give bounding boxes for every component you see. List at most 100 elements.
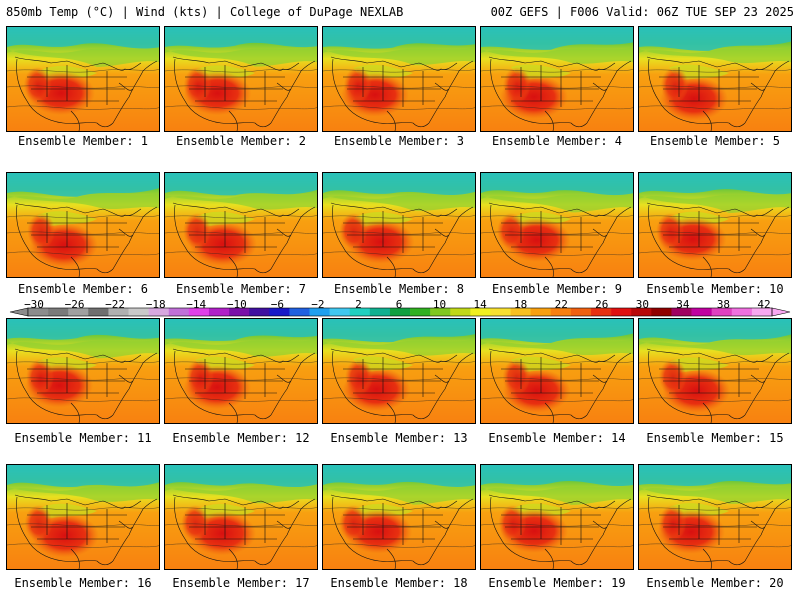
colorbar-tick-label: −14 [186, 298, 207, 311]
map-panel-member-8 [322, 172, 476, 278]
ensemble-member-caption: Ensemble Member: 6 [17, 282, 149, 296]
map-panel-member-3 [322, 26, 476, 132]
map-panel-member-6 [6, 172, 160, 278]
colorbar-swatch [309, 308, 330, 316]
colorbar-tick-label: −10 [226, 298, 247, 311]
colorbar-frame [27, 307, 773, 317]
colorbar-swatch [108, 308, 129, 316]
colorbar-right-arrow [771, 307, 791, 317]
colorbar-tick-label: 38 [716, 298, 731, 311]
map-panel-member-12 [164, 318, 318, 424]
map-panel-member-15 [638, 318, 792, 424]
ensemble-member-caption: Ensemble Member: 2 [175, 134, 307, 148]
colorbar-swatch [691, 308, 712, 316]
map-panel-member-18 [322, 464, 476, 570]
colorbar-tick-label: 10 [432, 298, 447, 311]
colorbar-swatch [570, 308, 592, 316]
colorbar-tick-label: 18 [514, 298, 528, 311]
colorbar-swatch [711, 308, 733, 316]
colorbar-swatch [550, 308, 572, 316]
map-panel-member-14 [480, 318, 634, 424]
colorbar-swatch [490, 308, 511, 316]
colorbar-swatch [430, 308, 451, 316]
title-left: 850mb Temp (°C) | Wind (kts) | College o… [6, 5, 404, 19]
ensemble-member-caption: Ensemble Member: 5 [649, 134, 781, 148]
ensemble-member-caption: Ensemble Member: 8 [333, 282, 465, 296]
colorbar-tick-label: −2 [311, 298, 325, 311]
colorbar-tick-label: −26 [64, 298, 85, 311]
colorbar-tick-label: 42 [757, 298, 771, 311]
colorbar-swatch [450, 308, 471, 316]
ensemble-member-caption: Ensemble Member: 3 [333, 134, 465, 148]
colorbar-tick-label: 14 [473, 298, 487, 311]
map-panel-member-9 [480, 172, 634, 278]
colorbar-tick-label: 22 [554, 298, 568, 311]
colorbar-tick-label: −22 [105, 298, 126, 311]
colorbar-swatch [208, 308, 230, 316]
map-panel-member-11 [6, 318, 160, 424]
ensemble-member-caption: Ensemble Member: 16 [14, 576, 152, 590]
colorbar-swatch [88, 308, 109, 316]
colorbar-swatch [671, 308, 692, 316]
colorbar-swatch [389, 308, 411, 316]
colorbar-swatch [530, 308, 552, 316]
colorbar-swatch [68, 308, 89, 316]
colorbar-swatch [329, 308, 351, 316]
colorbar-tick-label: 34 [676, 298, 690, 311]
colorbar-tick-label: 2 [355, 298, 362, 311]
ensemble-member-caption: Ensemble Member: 19 [488, 576, 626, 590]
colorbar-tick-label: −6 [270, 298, 284, 311]
colorbar-swatch [751, 308, 773, 316]
colorbar-tick-label: 6 [395, 298, 403, 311]
colorbar-swatch [269, 308, 290, 316]
map-panel-member-16 [6, 464, 160, 570]
ensemble-member-caption: Ensemble Member: 12 [172, 431, 310, 445]
map-panel-member-10 [638, 172, 792, 278]
map-panel-member-19 [480, 464, 634, 570]
colorbar-tick-label: 26 [595, 298, 609, 311]
map-panel-member-4 [480, 26, 634, 132]
colorbar-swatch [651, 308, 672, 316]
ensemble-member-caption: Ensemble Member: 11 [14, 431, 152, 445]
colorbar-swatch [289, 308, 310, 316]
colorbar-swatch [510, 308, 532, 316]
colorbar-swatch [168, 308, 190, 316]
map-panel-member-5 [638, 26, 792, 132]
ensemble-member-caption: Ensemble Member: 7 [175, 282, 307, 296]
ensemble-member-caption: Ensemble Member: 1 [17, 134, 149, 148]
ensemble-member-caption: Ensemble Member: 15 [646, 431, 784, 445]
colorbar-tick-label: 30 [635, 298, 649, 311]
colorbar-swatch [470, 308, 491, 316]
map-panel-member-2 [164, 26, 318, 132]
colorbar-swatch [731, 308, 753, 316]
colorbar-swatch [631, 308, 652, 316]
colorbar-tick-label: −30 [24, 298, 44, 311]
colorbar-swatch [188, 308, 210, 316]
colorbar-swatch [349, 308, 371, 316]
colorbar-swatch [410, 308, 431, 316]
ensemble-member-caption: Ensemble Member: 20 [646, 576, 784, 590]
ensemble-member-caption: Ensemble Member: 9 [491, 282, 623, 296]
colorbar-swatch [128, 308, 149, 316]
map-panel-member-20 [638, 464, 792, 570]
ensemble-member-caption: Ensemble Member: 17 [172, 576, 310, 590]
map-panel-member-17 [164, 464, 318, 570]
map-panel-member-1 [6, 26, 160, 132]
colorbar-swatch [591, 308, 612, 316]
ensemble-member-caption: Ensemble Member: 4 [491, 134, 623, 148]
ensemble-member-caption: Ensemble Member: 13 [330, 431, 468, 445]
colorbar-swatch [148, 308, 170, 316]
colorbar-swatch [28, 308, 49, 316]
ensemble-member-caption: Ensemble Member: 14 [488, 431, 626, 445]
ensemble-member-caption: Ensemble Member: 10 [646, 282, 784, 296]
colorbar-swatch [48, 308, 69, 316]
temperature-colorbar [9, 307, 791, 317]
colorbar-swatch [249, 308, 270, 316]
title-right: 00Z GEFS | F006 Valid: 06Z TUE SEP 23 20… [490, 5, 794, 19]
map-panel-member-13 [322, 318, 476, 424]
colorbar-swatch [611, 308, 632, 316]
colorbar-tick-label: −18 [145, 298, 166, 311]
map-panel-member-7 [164, 172, 318, 278]
colorbar-swatch [369, 308, 391, 316]
colorbar-swatch [229, 308, 250, 316]
